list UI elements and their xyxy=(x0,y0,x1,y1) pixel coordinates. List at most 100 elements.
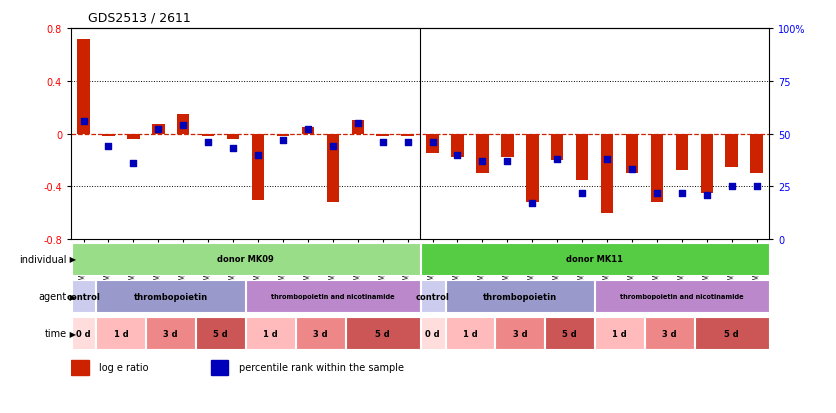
FancyBboxPatch shape xyxy=(96,280,245,312)
Text: 1 d: 1 d xyxy=(114,329,128,338)
Text: 1 d: 1 d xyxy=(462,329,477,338)
Point xyxy=(575,190,589,197)
Bar xyxy=(626,134,638,174)
Text: 5 d: 5 d xyxy=(375,329,390,338)
Point xyxy=(451,152,464,159)
Text: ▶: ▶ xyxy=(67,329,76,338)
Text: 1 d: 1 d xyxy=(612,329,627,338)
Point xyxy=(675,190,689,197)
FancyBboxPatch shape xyxy=(446,318,494,349)
Bar xyxy=(751,134,763,174)
Bar xyxy=(451,134,464,158)
Bar xyxy=(177,114,190,134)
Text: donor MK11: donor MK11 xyxy=(566,255,623,263)
Bar xyxy=(426,134,439,154)
FancyBboxPatch shape xyxy=(595,318,644,349)
FancyBboxPatch shape xyxy=(695,318,768,349)
Bar xyxy=(211,360,228,375)
Point xyxy=(102,144,115,150)
Point xyxy=(276,137,289,144)
Text: thrombopoietin and nicotinamide: thrombopoietin and nicotinamide xyxy=(271,293,395,299)
FancyBboxPatch shape xyxy=(196,318,245,349)
FancyBboxPatch shape xyxy=(496,318,544,349)
Text: control: control xyxy=(415,292,450,301)
Point xyxy=(351,121,364,127)
Point xyxy=(501,158,514,165)
Text: 3 d: 3 d xyxy=(662,329,676,338)
Text: ▶: ▶ xyxy=(67,255,76,263)
Text: thrombopoietin: thrombopoietin xyxy=(134,292,208,301)
Bar xyxy=(551,134,563,161)
Bar xyxy=(650,134,663,203)
Bar xyxy=(351,121,364,134)
FancyBboxPatch shape xyxy=(421,318,445,349)
FancyBboxPatch shape xyxy=(72,243,420,275)
Point xyxy=(77,118,90,125)
Point xyxy=(176,123,190,129)
Bar xyxy=(526,134,538,203)
Bar xyxy=(71,360,89,375)
Point xyxy=(476,158,489,165)
Bar xyxy=(675,134,688,171)
Bar xyxy=(726,134,738,167)
Bar xyxy=(152,125,165,134)
Point xyxy=(526,200,539,207)
Point xyxy=(301,127,314,133)
Point xyxy=(151,127,165,133)
FancyBboxPatch shape xyxy=(346,318,420,349)
FancyBboxPatch shape xyxy=(296,318,344,349)
Bar xyxy=(501,134,513,158)
Text: control: control xyxy=(67,292,100,301)
Bar xyxy=(601,134,614,213)
Point xyxy=(750,184,763,190)
Point xyxy=(700,192,713,199)
Point xyxy=(600,156,614,163)
FancyBboxPatch shape xyxy=(545,318,594,349)
FancyBboxPatch shape xyxy=(421,243,768,275)
FancyBboxPatch shape xyxy=(96,318,145,349)
FancyBboxPatch shape xyxy=(72,280,95,312)
Text: 1 d: 1 d xyxy=(263,329,278,338)
Bar xyxy=(252,134,264,200)
Bar xyxy=(701,134,713,193)
Bar xyxy=(102,134,115,137)
Bar xyxy=(576,134,589,180)
Text: agent: agent xyxy=(38,291,67,301)
Bar xyxy=(202,134,214,137)
Bar xyxy=(327,134,339,203)
Point xyxy=(127,160,140,167)
Text: 3 d: 3 d xyxy=(512,329,528,338)
Text: log e ratio: log e ratio xyxy=(99,363,149,373)
Text: individual: individual xyxy=(19,254,67,264)
Text: 5 d: 5 d xyxy=(724,329,739,338)
Text: 3 d: 3 d xyxy=(313,329,328,338)
Point xyxy=(426,139,439,146)
Bar xyxy=(127,134,140,140)
Bar xyxy=(77,40,89,134)
FancyBboxPatch shape xyxy=(446,280,594,312)
Text: GDS2513 / 2611: GDS2513 / 2611 xyxy=(88,12,191,25)
Bar xyxy=(376,134,389,137)
FancyBboxPatch shape xyxy=(72,318,95,349)
Text: ▶: ▶ xyxy=(67,292,76,301)
Bar xyxy=(401,134,414,137)
Point xyxy=(551,156,564,163)
Point xyxy=(201,139,215,146)
Text: 0 d: 0 d xyxy=(76,329,91,338)
Text: 5 d: 5 d xyxy=(213,329,228,338)
Text: donor MK09: donor MK09 xyxy=(217,255,274,263)
Text: 5 d: 5 d xyxy=(563,329,577,338)
FancyBboxPatch shape xyxy=(595,280,768,312)
Text: percentile rank within the sample: percentile rank within the sample xyxy=(238,363,404,373)
Point xyxy=(326,144,339,150)
Bar xyxy=(302,128,314,134)
Point xyxy=(650,190,664,197)
Text: thrombopoietin and nicotinamide: thrombopoietin and nicotinamide xyxy=(620,293,744,299)
FancyBboxPatch shape xyxy=(645,318,694,349)
Point xyxy=(227,146,240,152)
Point xyxy=(401,139,415,146)
FancyBboxPatch shape xyxy=(421,280,445,312)
Bar xyxy=(477,134,489,174)
Point xyxy=(376,139,390,146)
Text: thrombopoietin: thrombopoietin xyxy=(482,292,557,301)
